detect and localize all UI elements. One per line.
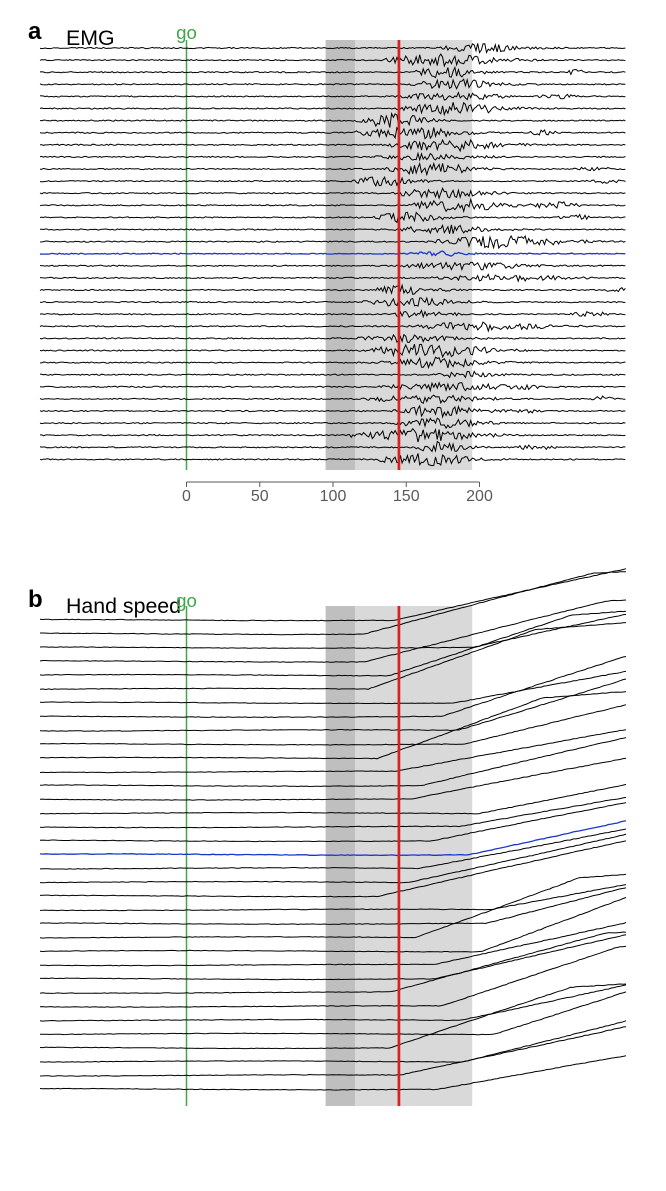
panel-b-plot xyxy=(40,606,626,1191)
axis-tick-label: 150 xyxy=(393,488,420,506)
panel-a-time-axis: 0 50 100 150 200 xyxy=(40,482,626,511)
axis-tick-label: 50 xyxy=(251,488,269,506)
panel-a-plot xyxy=(40,40,626,555)
figure-root: a EMG go 050100150200 b Hand speed go xyxy=(0,0,666,1149)
axis-tick-label: 100 xyxy=(320,488,347,506)
axis-tick-label: 0 xyxy=(182,488,191,506)
axis-tick-label: 200 xyxy=(466,488,493,506)
